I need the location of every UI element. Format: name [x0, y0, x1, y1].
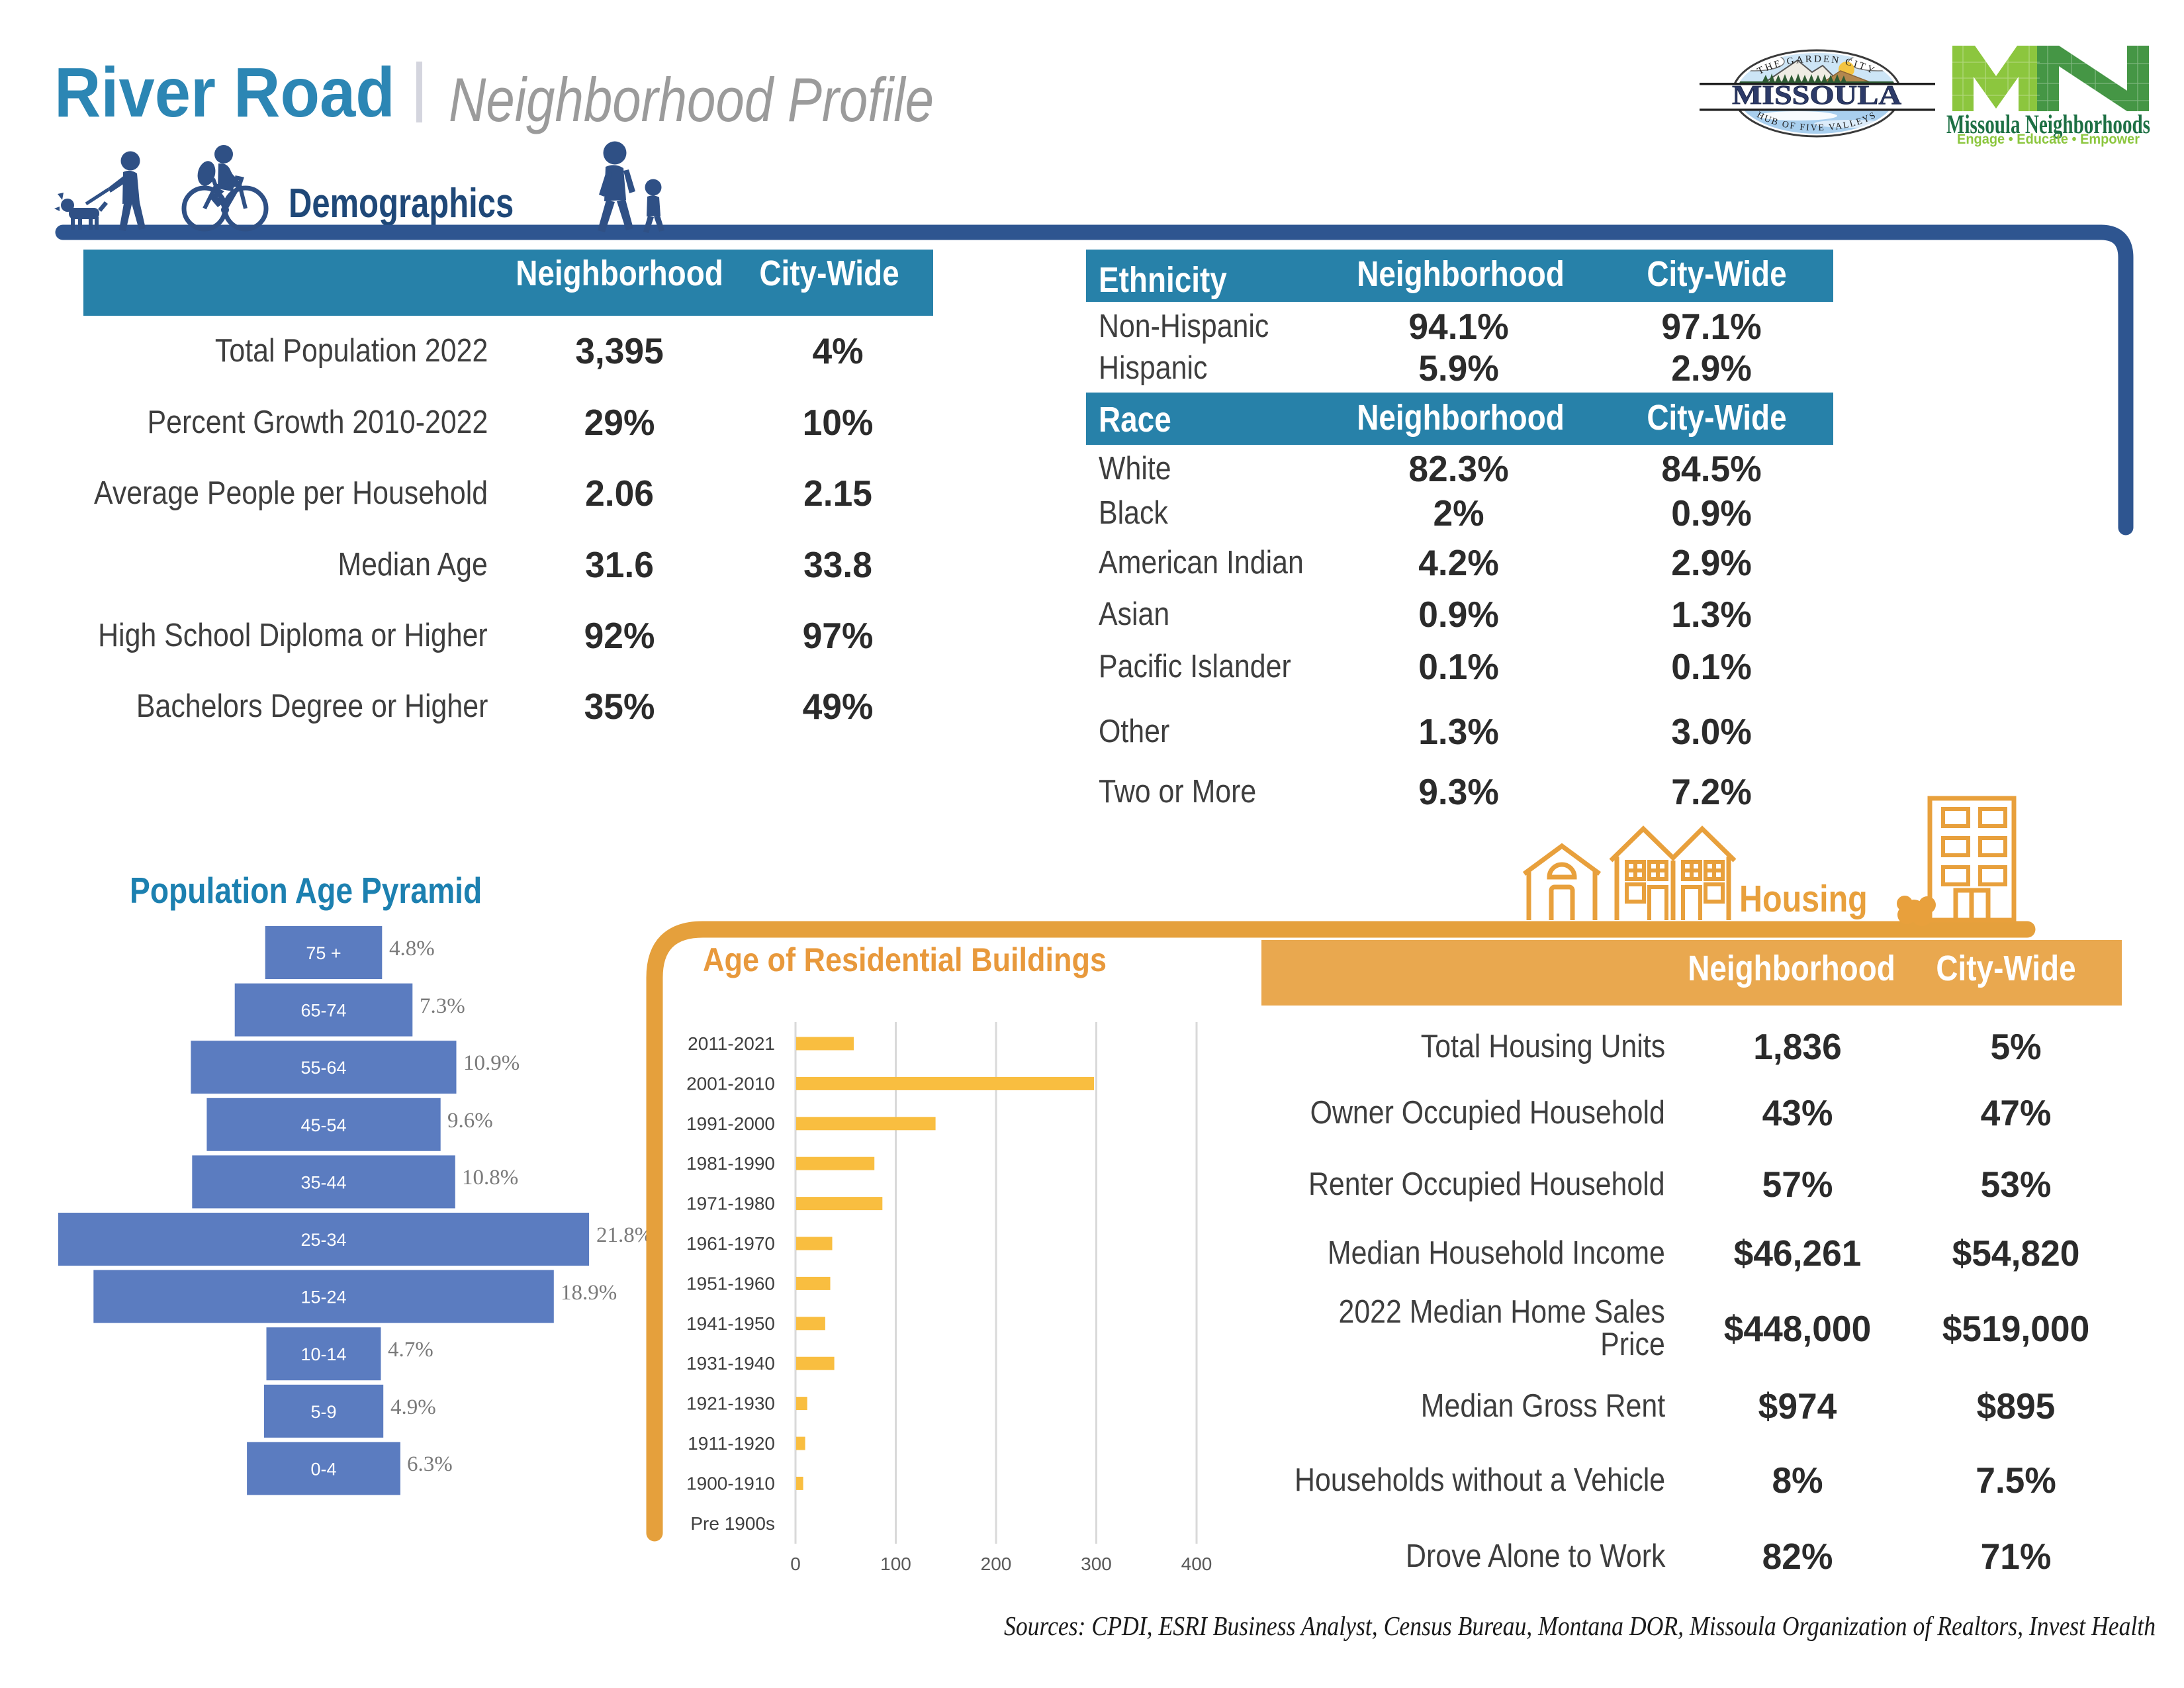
svg-text:Pre 1900s: Pre 1900s [690, 1513, 775, 1534]
svg-text:7.3%: 7.3% [420, 994, 465, 1018]
svg-text:1931-1940: 1931-1940 [686, 1353, 775, 1374]
svg-text:2001-2010: 2001-2010 [686, 1073, 775, 1094]
svg-text:1921-1930: 1921-1930 [686, 1393, 775, 1414]
svg-text:1981-1990: 1981-1990 [686, 1153, 775, 1174]
svg-text:15-24: 15-24 [300, 1288, 346, 1307]
svg-text:0: 0 [790, 1554, 801, 1574]
svg-text:Missoula Neighborhoods: Missoula Neighborhoods [1946, 109, 2150, 139]
svg-text:75 +: 75 + [306, 943, 341, 963]
svg-text:9.6%: 9.6% [447, 1109, 493, 1133]
svg-text:10.9%: 10.9% [463, 1051, 520, 1075]
svg-text:400: 400 [1181, 1554, 1212, 1574]
svg-text:10-14: 10-14 [300, 1344, 346, 1364]
svg-text:21.8%: 21.8% [596, 1223, 653, 1247]
svg-text:100: 100 [880, 1554, 911, 1574]
svg-text:45-54: 45-54 [300, 1115, 346, 1135]
svg-text:Engage • Educate • Empower: Engage • Educate • Empower [1957, 132, 2140, 147]
svg-text:MISSOULA: MISSOULA [1732, 79, 1901, 110]
svg-text:35-44: 35-44 [300, 1172, 346, 1192]
svg-text:1991-2000: 1991-2000 [686, 1113, 775, 1134]
svg-text:25-34: 25-34 [300, 1230, 346, 1250]
svg-text:10.8%: 10.8% [462, 1166, 518, 1190]
svg-text:2011-2021: 2011-2021 [688, 1033, 775, 1054]
svg-text:6.3%: 6.3% [407, 1452, 453, 1476]
svg-text:1961-1970: 1961-1970 [686, 1233, 775, 1254]
svg-text:5-9: 5-9 [310, 1402, 336, 1422]
svg-text:4.8%: 4.8% [389, 937, 435, 961]
svg-text:1941-1950: 1941-1950 [686, 1313, 775, 1334]
svg-text:18.9%: 18.9% [561, 1281, 617, 1305]
svg-text:1911-1920: 1911-1920 [688, 1433, 775, 1454]
svg-text:1900-1910: 1900-1910 [686, 1473, 775, 1493]
svg-text:4.9%: 4.9% [390, 1395, 436, 1419]
svg-text:65-74: 65-74 [300, 1001, 346, 1021]
svg-text:1971-1980: 1971-1980 [686, 1194, 775, 1214]
svg-text:300: 300 [1081, 1554, 1112, 1574]
svg-text:200: 200 [981, 1554, 1012, 1574]
svg-text:4.7%: 4.7% [388, 1338, 433, 1362]
svg-text:0-4: 0-4 [310, 1459, 336, 1479]
svg-text:55-64: 55-64 [300, 1058, 346, 1078]
svg-text:1951-1960: 1951-1960 [686, 1273, 775, 1293]
